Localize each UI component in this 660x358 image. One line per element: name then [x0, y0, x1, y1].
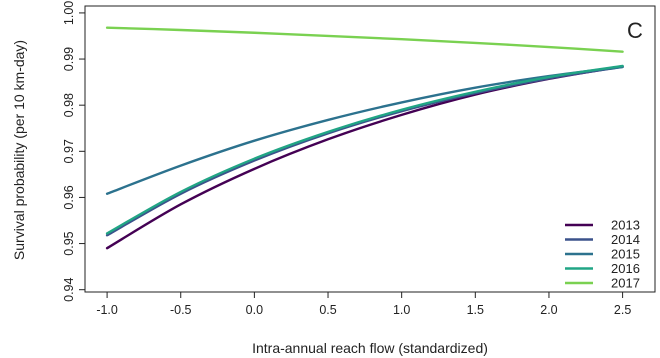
y-axis-label: Survival probability (per 10 km-day) [11, 40, 27, 260]
legend-label-2014: 2014 [611, 232, 640, 247]
x-tick-label: 1.5 [467, 303, 484, 317]
y-tick-label: 0.98 [62, 93, 76, 117]
x-tick-label: -1.0 [96, 303, 118, 317]
y-tick-label: 1.00 [62, 1, 76, 25]
x-tick-label: 2.0 [540, 303, 557, 317]
x-axis-label: Intra-annual reach flow (standardized) [252, 340, 488, 356]
legend-label-2013: 2013 [611, 218, 640, 233]
series-line-2017 [105, 26, 624, 53]
x-tick-label: 0.5 [319, 303, 336, 317]
y-tick-label: 0.96 [62, 185, 76, 209]
series-line-2016 [105, 64, 624, 235]
y-axis: 0.94 0.95 0.96 0.97 0.98 0.99 1.00 [62, 1, 85, 302]
y-tick-label: 0.94 [62, 277, 76, 301]
x-tick-label: -0.5 [170, 303, 192, 317]
x-tick-label: 0.0 [246, 303, 263, 317]
x-axis: -1.0 -0.5 0.0 0.5 1.0 1.5 2.0 2.5 [96, 292, 631, 317]
y-tick-label: 0.97 [62, 139, 76, 163]
series-line-2013 [105, 65, 624, 250]
series-line-2015 [105, 65, 624, 195]
series-line-2014 [105, 65, 624, 237]
x-tick-label: 1.0 [393, 303, 410, 317]
y-tick-label: 0.99 [62, 47, 76, 71]
series-lines [105, 26, 624, 250]
panel-label: C [627, 18, 643, 43]
legend-label-2017: 2017 [611, 276, 640, 291]
x-tick-label: 2.5 [614, 303, 631, 317]
y-tick-label: 0.95 [62, 231, 76, 255]
legend-label-2016: 2016 [611, 261, 640, 276]
legend-label-2015: 2015 [611, 247, 640, 262]
plot-frame [84, 5, 656, 293]
